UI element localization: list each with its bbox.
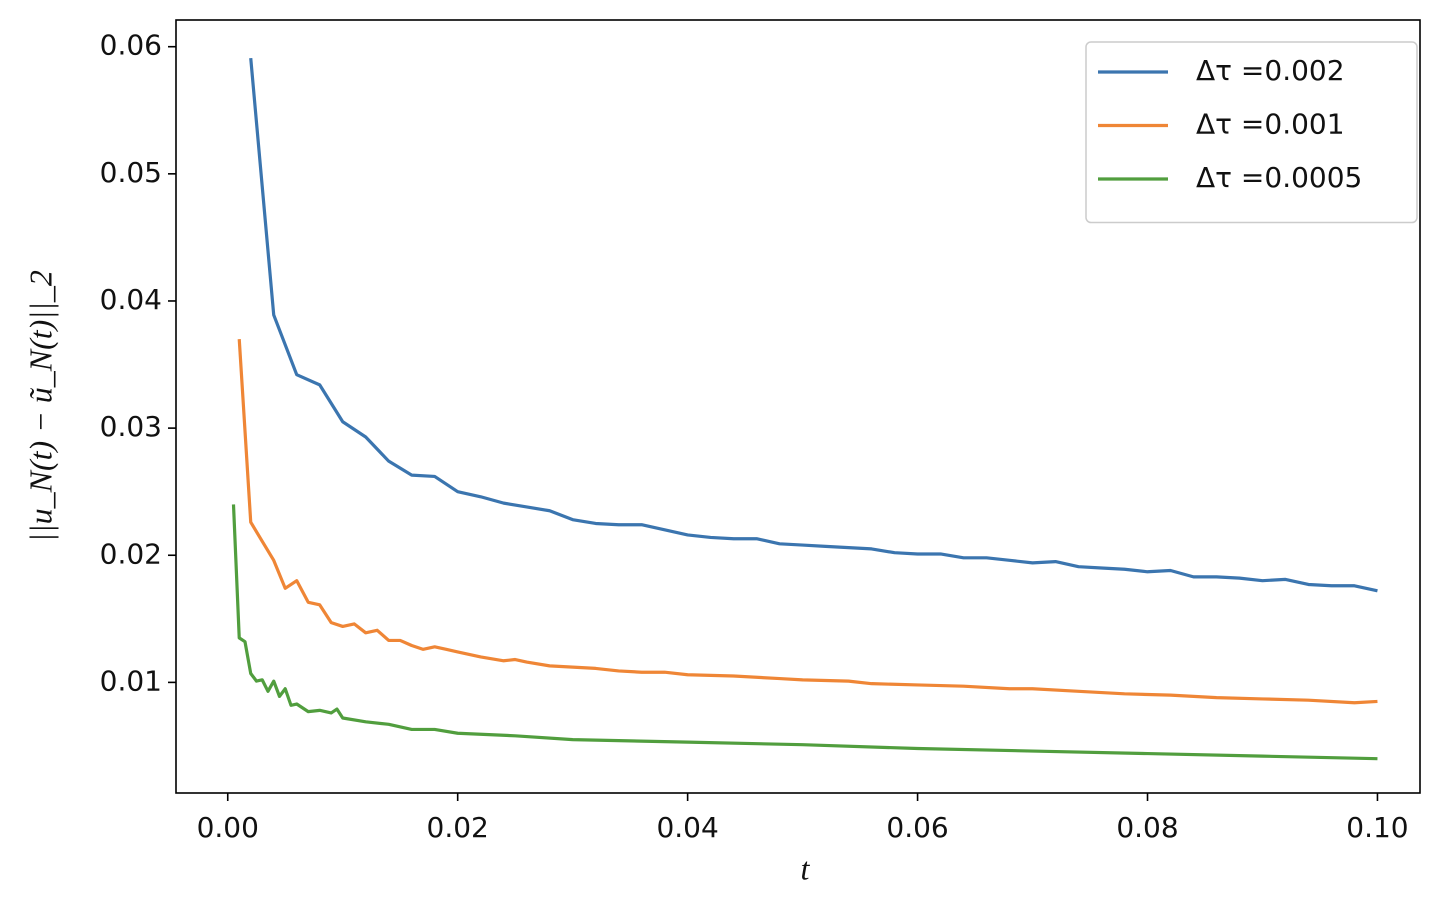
y-tick-label: 0.03 [100, 410, 162, 443]
series-line [237, 339, 1378, 705]
x-tick-label: 0.08 [1116, 811, 1178, 844]
y-tick-label: 0.06 [100, 29, 162, 62]
y-tick-label: 0.05 [100, 156, 162, 189]
y-tick-label: 0.04 [100, 283, 162, 316]
legend-label: Δτ =0.002 [1196, 54, 1345, 87]
x-tick-label: 0.04 [656, 811, 718, 844]
y-axis-label: ||u_N(t) − ũ_N(t)||_2 [22, 270, 58, 542]
x-tick-label: 0.00 [197, 811, 259, 844]
x-tick-label: 0.06 [886, 811, 948, 844]
series-line [231, 504, 1378, 761]
legend-label: Δτ =0.001 [1196, 108, 1345, 141]
y-tick-label: 0.02 [100, 537, 162, 570]
x-tick-label: 0.02 [427, 811, 489, 844]
series-line [249, 57, 1378, 593]
legend-box [1085, 41, 1418, 224]
plot-frame [175, 19, 1421, 794]
x-tick-label: 0.10 [1346, 811, 1408, 844]
x-axis-label: t [801, 850, 811, 886]
legend-label: Δτ =0.0005 [1196, 161, 1362, 194]
y-tick-label: 0.01 [100, 664, 162, 697]
